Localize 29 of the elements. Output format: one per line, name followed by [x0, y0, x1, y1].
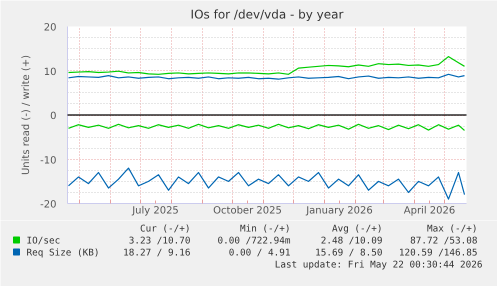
text: Cur (-/+) [140, 224, 191, 234]
x-tick-label: October 2025 [213, 206, 282, 216]
x-tick-label: April 2026 [404, 206, 456, 216]
text: 0.00 /722.94m [217, 236, 291, 246]
chart-title: IOs for /dev/vda - by year [190, 8, 344, 22]
text: 3.23 /10.70 [128, 236, 191, 246]
line-series [68, 124, 466, 132]
y-tick-label: -10 [40, 155, 57, 166]
legend-label: Req Size (KB) [26, 248, 100, 258]
text: 0.00 / 4.91 [228, 248, 291, 258]
text: Max (-/+) [426, 224, 478, 234]
line-series [68, 56, 466, 75]
x-tick-label: July 2025 [131, 206, 179, 216]
text: Min (-/+) [240, 224, 291, 234]
text: 87.72 /53.08 [410, 236, 478, 246]
y-tick-label: 10 [44, 66, 57, 78]
text: 15.69 / 8.50 [315, 248, 383, 258]
text: Last update: Fri May 22 00:30:44 2026 [274, 260, 483, 270]
x-tick-label: January 2026 [305, 206, 373, 216]
y-axis-title: Units read (-) / write (+) [21, 54, 32, 176]
legend-label: IO/sec [26, 236, 60, 246]
y-tick-label: 0 [50, 111, 57, 122]
y-tick-label: -20 [40, 200, 57, 210]
text: 120.59 /146.85 [398, 248, 478, 258]
line-series [68, 168, 466, 200]
text: 18.27 / 9.16 [123, 248, 191, 258]
text: 2.48 /10.09 [320, 236, 383, 246]
text: Avg (-/+) [332, 224, 383, 234]
y-tick-label: 20 [44, 22, 57, 34]
